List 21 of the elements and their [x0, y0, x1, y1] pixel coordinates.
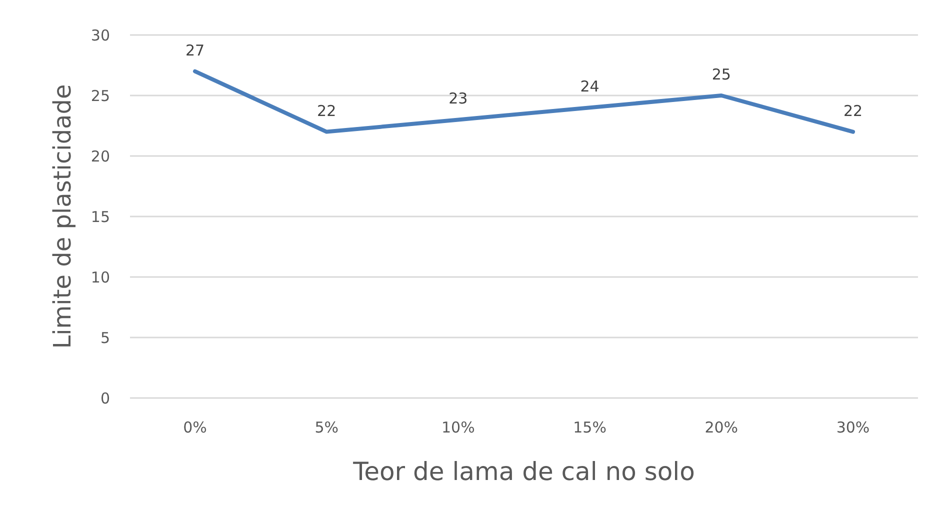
data-label: 22: [843, 102, 863, 120]
x-axis-title: Teor de lama de cal no solo: [352, 457, 695, 486]
y-tick-label: 25: [90, 86, 110, 105]
y-tick-label: 30: [90, 26, 110, 44]
y-axis-title: Limite de plasticidade: [48, 84, 77, 349]
y-tick-label: 0: [100, 389, 110, 408]
x-tick-label: 0%: [183, 418, 207, 437]
data-label: 24: [580, 78, 600, 96]
data-label: 27: [185, 41, 205, 60]
y-tick-label: 15: [90, 208, 110, 226]
x-tick-label: 30%: [836, 418, 870, 437]
x-tick-label: 15%: [573, 418, 606, 437]
x-tick-label: 5%: [314, 418, 338, 437]
data-label: 23: [448, 90, 468, 108]
y-tick-label: 5: [100, 328, 110, 347]
y-tick-label: 10: [90, 268, 110, 286]
y-tick-label: 20: [90, 147, 110, 166]
x-tick-label: 20%: [704, 418, 738, 437]
data-label: 25: [712, 66, 731, 84]
data-label: 22: [317, 102, 336, 120]
x-tick-label: 10%: [442, 418, 475, 437]
